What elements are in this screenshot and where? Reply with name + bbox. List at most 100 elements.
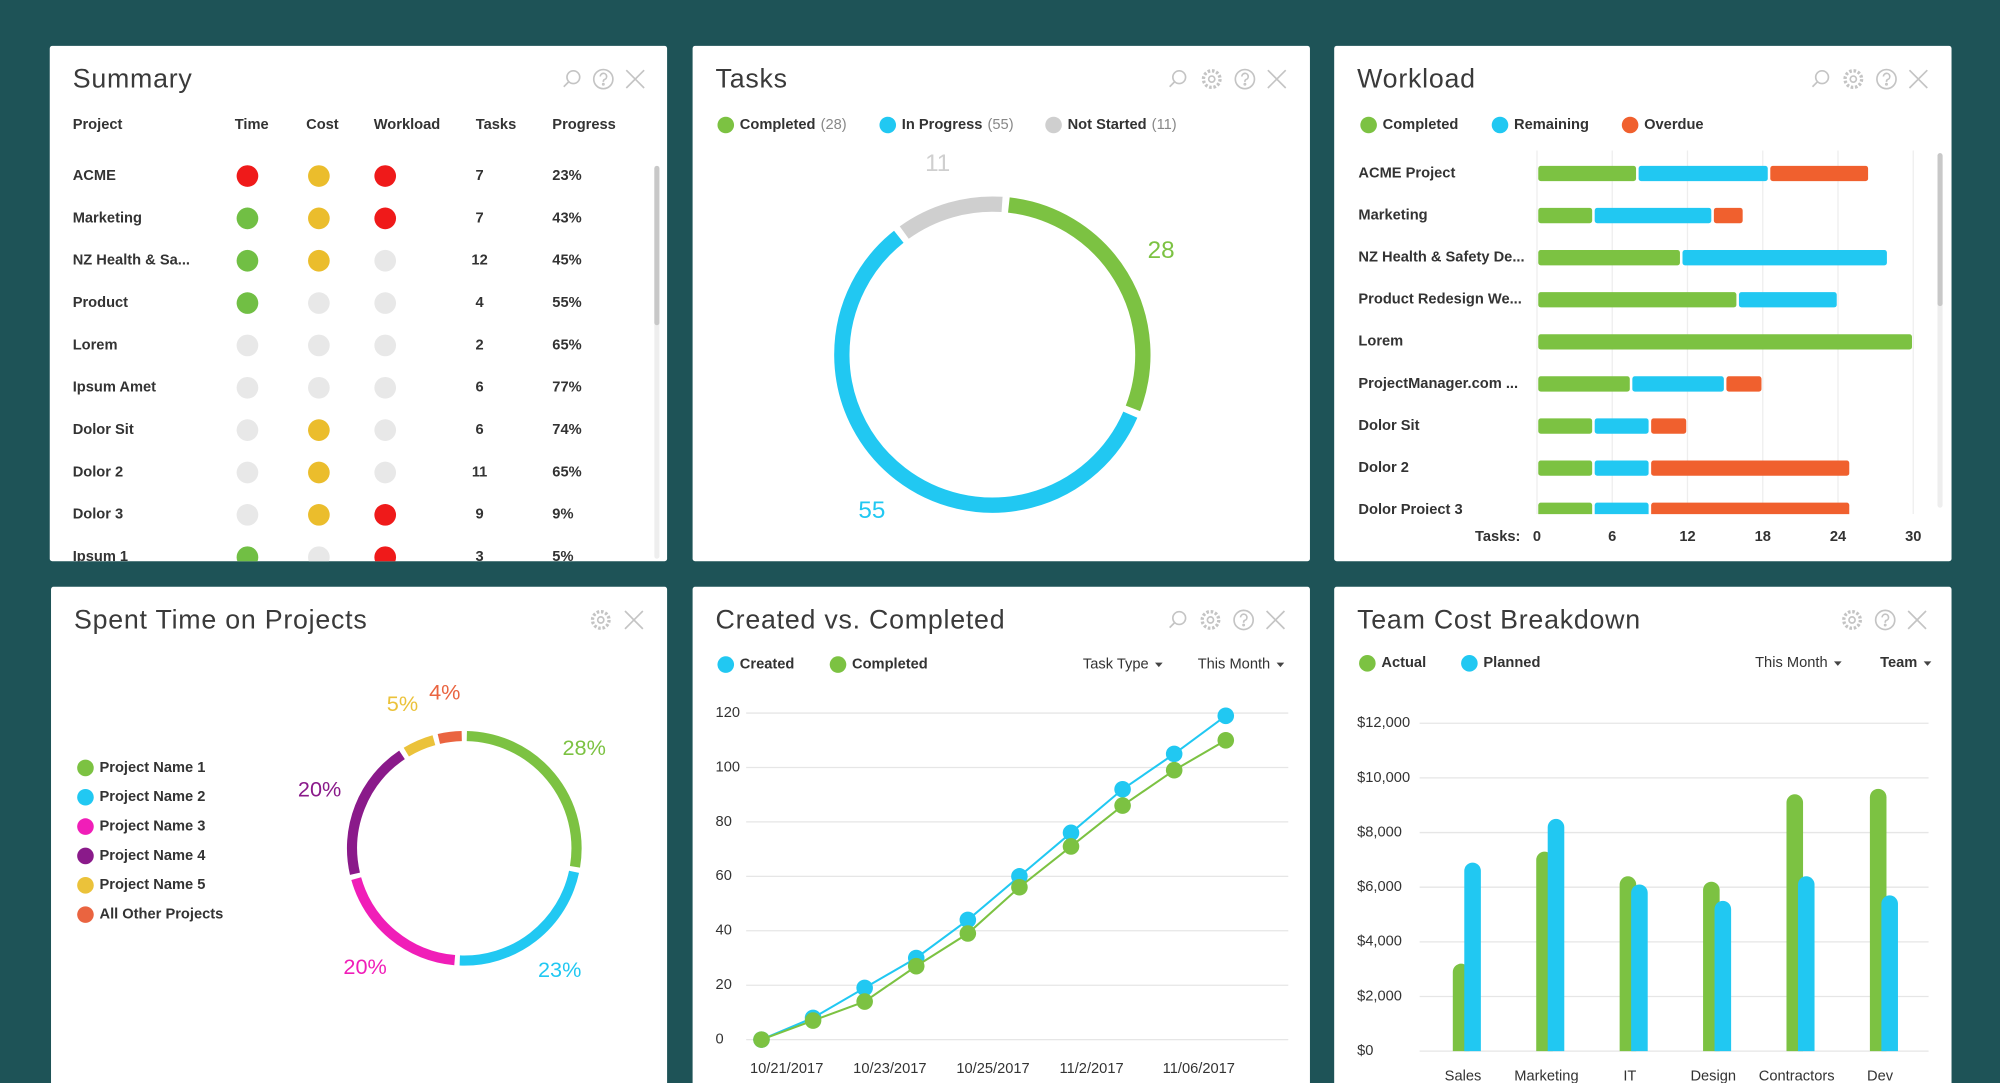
donut-segment <box>899 196 1003 239</box>
y-tick-label: 0 <box>716 1032 724 1048</box>
bar <box>1631 884 1648 1052</box>
status-dot <box>374 292 397 314</box>
progress: 9% <box>552 507 573 523</box>
search-icon[interactable] <box>1169 610 1187 629</box>
icon-part <box>1169 81 1176 88</box>
icon-part <box>1849 75 1858 83</box>
x-tick-label: 30 <box>1905 529 1921 545</box>
icon-part <box>1876 68 1897 90</box>
close-icon[interactable] <box>625 69 645 89</box>
project-name: Ipsum 1 <box>73 549 128 565</box>
icon-part <box>1265 610 1286 630</box>
bar-segment <box>1594 460 1649 476</box>
help-icon[interactable] <box>1234 68 1256 90</box>
column-header: Tasks <box>476 117 516 133</box>
project-name: ACME <box>73 168 116 184</box>
task-count: 11 <box>472 464 487 480</box>
legend-name: In Progress <box>902 117 983 133</box>
donut-segment <box>346 750 405 875</box>
help-icon[interactable] <box>592 68 614 90</box>
help-icon[interactable] <box>1876 68 1897 90</box>
close-icon[interactable] <box>1267 69 1287 89</box>
status-dot <box>308 376 330 399</box>
progress: 45% <box>552 253 581 269</box>
donut-segment <box>351 877 456 966</box>
icon-part <box>1169 621 1176 629</box>
x-tick-label: 6 <box>1608 529 1616 545</box>
project-name: Dolor 2 <box>73 464 123 480</box>
icon-part <box>1234 68 1256 90</box>
project-name: Product <box>73 295 128 311</box>
x-tick-label: Design <box>1690 1068 1736 1083</box>
legend-dot <box>1045 116 1062 134</box>
bar-segment <box>1538 250 1680 266</box>
status-dot <box>308 249 330 272</box>
project-name: Ipsum Amet <box>73 380 156 396</box>
legend-label: Project Name 5 <box>99 877 205 893</box>
panel-title: Summary <box>73 63 193 93</box>
point <box>1114 780 1131 798</box>
bar-segment <box>1638 165 1768 182</box>
column-header: Time <box>235 117 269 133</box>
icon-part <box>1882 72 1891 82</box>
legend-dot <box>77 788 94 806</box>
point <box>959 925 977 942</box>
search-icon[interactable] <box>563 69 581 88</box>
project-name: NZ Health & Sa... <box>73 253 190 269</box>
y-tick-label: 100 <box>716 759 740 775</box>
legend-count: (11) <box>1152 117 1177 133</box>
y-tick-label: 80 <box>716 814 732 830</box>
bar-segment <box>1770 165 1869 182</box>
panel <box>49 45 668 562</box>
search-icon[interactable] <box>1811 69 1830 88</box>
dropdown[interactable]: This Month <box>1755 655 1827 671</box>
bar-segment <box>1538 418 1593 434</box>
category-label: Dolor 2 <box>1358 460 1408 476</box>
project-name: Dolor Sit <box>73 422 134 438</box>
point <box>856 993 873 1010</box>
point <box>804 1012 822 1029</box>
close-icon[interactable] <box>1907 610 1927 630</box>
y-tick-label: 60 <box>716 868 732 884</box>
legend-label: Not Started (11) <box>1068 117 1177 133</box>
status-dot <box>236 376 259 399</box>
help-icon[interactable] <box>1233 609 1255 631</box>
x-tick-label: 24 <box>1830 529 1847 545</box>
icon-part <box>1172 610 1187 626</box>
dropdown[interactable]: Team <box>1880 655 1917 671</box>
project-name: Marketing <box>73 210 142 226</box>
legend-dot <box>77 906 94 923</box>
help-icon[interactable] <box>1874 609 1896 631</box>
panel <box>51 586 668 1083</box>
donut-label: 5% <box>387 691 418 716</box>
legend-label: Completed (28) <box>740 117 847 133</box>
status-dot <box>374 546 397 562</box>
icon-part <box>1814 69 1830 85</box>
donut-segment <box>459 870 580 966</box>
progress: 5% <box>552 549 573 565</box>
dropdown[interactable]: Task Type <box>1083 656 1149 672</box>
close-icon[interactable] <box>624 610 644 630</box>
gear-icon[interactable] <box>1843 69 1864 90</box>
bar <box>1714 900 1732 1052</box>
search-icon[interactable] <box>1169 69 1187 88</box>
close-icon[interactable] <box>1908 69 1928 89</box>
icon-part <box>563 81 570 88</box>
legend-dot <box>77 847 94 865</box>
icon-part <box>601 82 605 86</box>
legend-label: Remaining <box>1514 117 1589 133</box>
donut-label: 28% <box>562 735 605 760</box>
x-tick-label: 0 <box>1533 529 1541 545</box>
x-tick-label: 11/2/2017 <box>1060 1061 1124 1077</box>
donut-segment <box>834 230 1138 513</box>
status-dot <box>374 334 397 357</box>
close-icon[interactable] <box>1265 610 1286 630</box>
donut-label: 20% <box>343 954 386 979</box>
icon-part <box>1811 81 1819 88</box>
dropdown[interactable]: This Month <box>1198 656 1270 672</box>
status-dot <box>308 503 330 526</box>
panel-title: Tasks <box>716 63 788 93</box>
donut-label: 55 <box>858 497 885 524</box>
gear-icon[interactable] <box>1201 69 1222 90</box>
x-tick-label: 11/06/2017 <box>1163 1061 1235 1077</box>
